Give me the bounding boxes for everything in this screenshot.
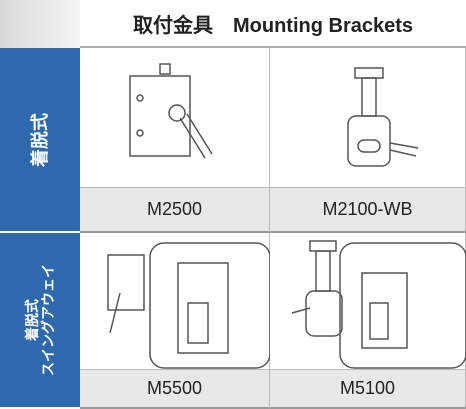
- table-header: 取付金具 Mounting Brackets: [80, 0, 466, 48]
- product-image: [80, 233, 270, 370]
- bracket-drawing: [107, 242, 270, 369]
- corner-cell: [0, 0, 80, 48]
- model-name: M5100: [339, 378, 396, 398]
- label-line: 着脱式: [30, 112, 50, 167]
- label-line: スイングアウェイ: [40, 264, 56, 376]
- model-name: M5500: [146, 378, 203, 398]
- group-label-text: 着脱式 スイングアウェイ: [24, 264, 56, 376]
- group-label: 着脱式: [0, 48, 80, 233]
- model-label: M2100-WB: [270, 188, 466, 233]
- bracket-drawing: [129, 63, 213, 159]
- bracket-drawing: [347, 67, 419, 167]
- product-image: [270, 233, 466, 370]
- product-image: [270, 48, 466, 188]
- group-label: 着脱式 スイングアウェイ: [0, 233, 80, 409]
- model-label: M2500: [80, 188, 270, 233]
- product-image: [80, 48, 270, 188]
- model-name: M2100-WB: [322, 199, 413, 219]
- bracket-drawing: [291, 240, 466, 369]
- model-name: M2500: [146, 199, 203, 219]
- model-label: M5100: [270, 370, 466, 409]
- group-label-text: 着脱式: [30, 112, 50, 167]
- header-title: 取付金具 Mounting Brackets: [132, 14, 414, 37]
- label-line: 着脱式: [24, 299, 40, 341]
- model-label: M5500: [80, 370, 270, 409]
